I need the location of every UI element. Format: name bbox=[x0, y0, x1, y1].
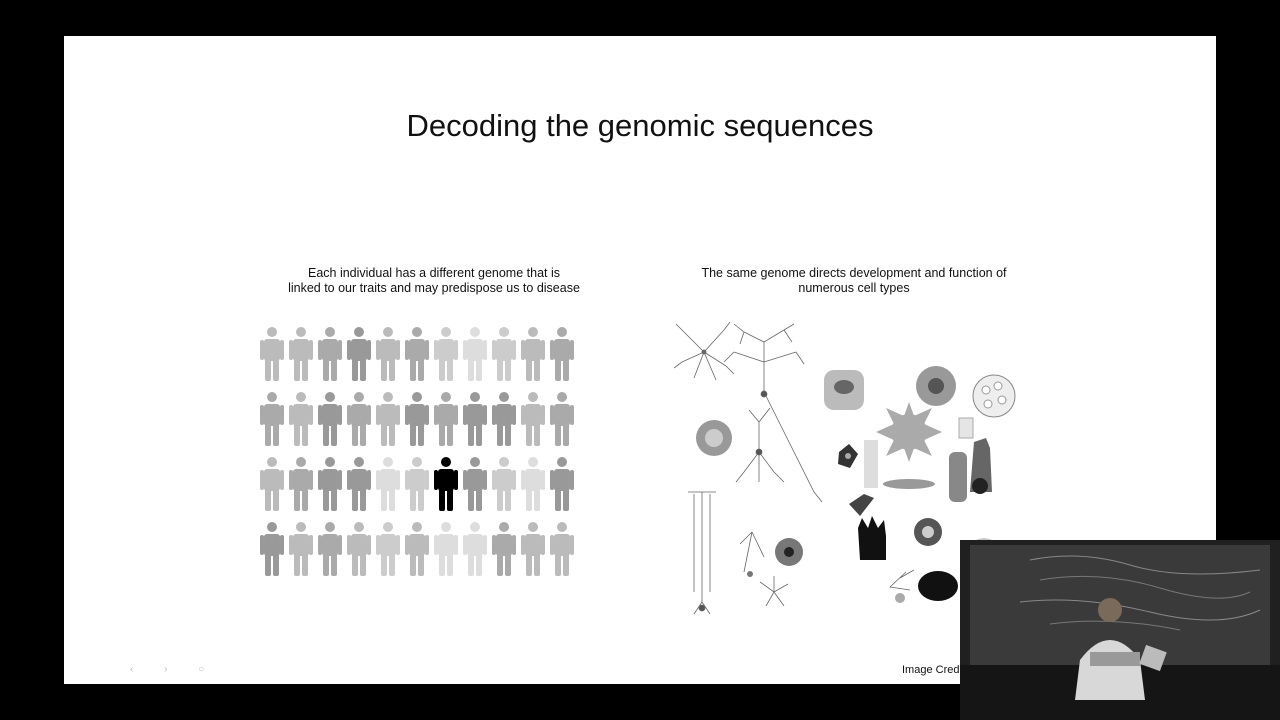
person-figure bbox=[405, 457, 429, 511]
person-figure bbox=[260, 522, 284, 576]
cell-blob-black bbox=[858, 516, 886, 560]
right-caption-line1: The same genome directs development and … bbox=[701, 266, 1007, 280]
neuron-small-1 bbox=[739, 531, 765, 573]
neuron-lower bbox=[735, 407, 785, 483]
person-figure bbox=[347, 392, 371, 446]
person-figure bbox=[521, 522, 545, 576]
person-figure bbox=[347, 457, 371, 511]
cell-ciliated bbox=[970, 438, 992, 492]
person-figure bbox=[521, 327, 545, 381]
person-figure bbox=[550, 392, 574, 446]
cell-spindle bbox=[883, 479, 935, 489]
person-figure bbox=[463, 457, 487, 511]
person-figure bbox=[376, 327, 400, 381]
person-figure bbox=[405, 392, 429, 446]
person-figure bbox=[492, 392, 516, 446]
cell-tiny bbox=[958, 417, 974, 439]
person-figure bbox=[260, 327, 284, 381]
person-figure bbox=[492, 457, 516, 511]
person-figure bbox=[376, 522, 400, 576]
cell-fibroblast bbox=[849, 494, 874, 516]
person-figure bbox=[347, 327, 371, 381]
person-figure bbox=[289, 392, 313, 446]
person-figure bbox=[376, 457, 400, 511]
neuron-small-1-soma bbox=[747, 571, 753, 577]
left-caption-line2: linked to our traits and may predispose … bbox=[288, 281, 580, 295]
person-figure bbox=[347, 522, 371, 576]
image-credit: Image Cred bbox=[902, 664, 960, 676]
person-figure bbox=[260, 457, 284, 511]
left-caption-line1: Each individual has a different genome t… bbox=[307, 266, 560, 280]
cell-types-illustration bbox=[674, 322, 1016, 615]
person-figure bbox=[463, 392, 487, 446]
cell-vesicle bbox=[972, 374, 1016, 418]
slide: Decoding the genomic sequences Each indi… bbox=[64, 36, 1216, 684]
person-highlighted bbox=[434, 457, 458, 511]
person-figure bbox=[289, 457, 313, 511]
person-figure bbox=[550, 522, 574, 576]
person-figure bbox=[289, 522, 313, 576]
right-caption: The same genome directs development and … bbox=[664, 266, 1044, 296]
person-figure bbox=[260, 392, 284, 446]
cell-red-blood bbox=[918, 571, 958, 601]
person-figure bbox=[434, 522, 458, 576]
left-caption: Each individual has a different genome t… bbox=[234, 266, 634, 296]
person-figure bbox=[405, 327, 429, 381]
person-figure bbox=[550, 327, 574, 381]
neuron-dendrite-left bbox=[674, 322, 735, 381]
person-figure bbox=[492, 327, 516, 381]
cell-tiny-round bbox=[895, 593, 905, 603]
neuron-small-2 bbox=[759, 576, 789, 607]
person-figure bbox=[463, 522, 487, 576]
person-figure bbox=[289, 327, 313, 381]
person-figure bbox=[405, 522, 429, 576]
person-figure bbox=[434, 327, 458, 381]
cell-column bbox=[864, 440, 878, 488]
person-figure bbox=[318, 522, 342, 576]
person-figure bbox=[318, 392, 342, 446]
person-figure bbox=[463, 327, 487, 381]
neuron-pyramidal bbox=[723, 323, 823, 503]
right-caption-line2: numerous cell types bbox=[798, 281, 910, 295]
person-figure bbox=[492, 522, 516, 576]
neuron-small-3 bbox=[889, 569, 915, 591]
person-figure bbox=[521, 392, 545, 446]
lecturer-video-frame bbox=[960, 540, 1280, 720]
cell-column-dark bbox=[949, 452, 967, 502]
neuron-long bbox=[688, 491, 716, 615]
people-grid-illustration bbox=[260, 327, 574, 576]
person-figure bbox=[318, 457, 342, 511]
person-figure bbox=[521, 457, 545, 511]
person-figure bbox=[550, 457, 574, 511]
person-figure bbox=[376, 392, 400, 446]
lecturer-video-inset bbox=[960, 540, 1280, 720]
slide-nav-controls[interactable]: ‹ › ○ bbox=[130, 664, 219, 675]
person-figure bbox=[434, 392, 458, 446]
slide-title: Decoding the genomic sequences bbox=[406, 108, 874, 143]
person-figure bbox=[318, 327, 342, 381]
